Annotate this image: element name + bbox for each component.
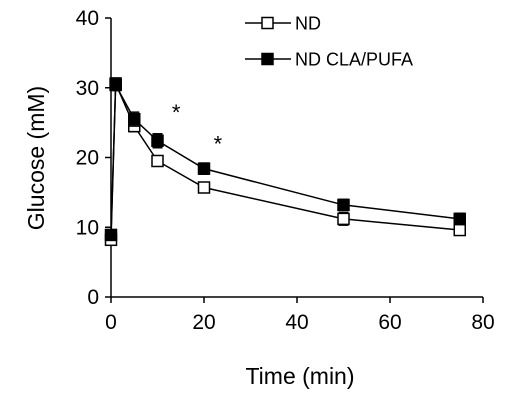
data-point — [197, 162, 211, 175]
x-tick-label: 0 — [105, 311, 117, 334]
y-axis-title: Glucose (mM) — [23, 86, 49, 230]
y-tick-label: 30 — [76, 77, 99, 100]
x-tick-label: 60 — [378, 311, 401, 334]
data-point — [337, 212, 350, 226]
significance-marker: * — [214, 132, 223, 157]
legend-label-nd: ND — [295, 14, 321, 34]
legend-marker-nd-cla-pufa — [261, 52, 274, 66]
legend-marker-nd — [261, 16, 274, 30]
data-point — [453, 212, 466, 226]
data-point — [151, 134, 164, 148]
significance-marker: * — [172, 100, 181, 125]
annotations: ** — [172, 100, 223, 156]
data-point — [453, 223, 466, 237]
y-axis: 0 10 20 30 40 — [76, 7, 112, 309]
legend-label-nd-cla-pufa: ND CLA/PUFA — [295, 50, 413, 70]
data-point — [151, 154, 164, 168]
x-tick-label: 80 — [471, 311, 494, 334]
y-ticks: 0 10 20 30 40 — [76, 7, 111, 309]
y-tick-label: 0 — [87, 286, 99, 309]
y-tick-label: 10 — [76, 216, 99, 239]
data-point — [197, 181, 211, 194]
data-point — [109, 78, 122, 92]
x-axis-title: Time (min) — [245, 363, 354, 389]
plot-area — [104, 77, 466, 247]
y-tick-label: 40 — [76, 7, 99, 30]
x-ticks: 0 20 40 60 80 — [105, 297, 495, 334]
series-nd-cla-pufa — [104, 78, 466, 242]
x-tick-label: 40 — [285, 311, 308, 334]
data-point — [337, 198, 350, 212]
data-point — [128, 112, 141, 126]
data-point — [104, 228, 118, 242]
series-nd — [104, 77, 466, 247]
y-tick-label: 20 — [76, 147, 99, 170]
legend: ND ND CLA/PUFA — [245, 14, 413, 70]
x-axis: 0 20 40 60 80 — [105, 296, 495, 334]
x-tick-label: 20 — [192, 311, 215, 334]
